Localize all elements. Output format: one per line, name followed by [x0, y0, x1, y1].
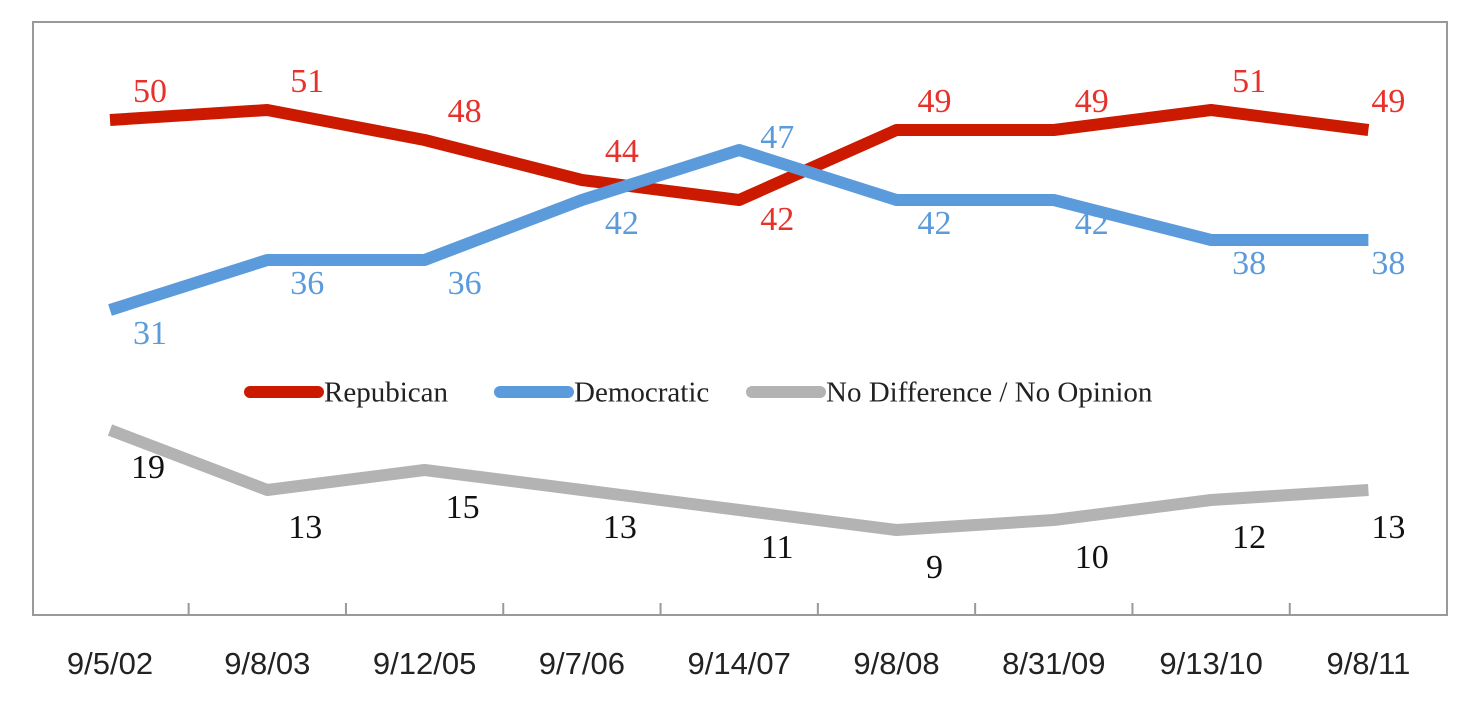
- data-label: 38: [1232, 245, 1266, 282]
- data-label: 42: [1075, 205, 1109, 242]
- data-label: 51: [290, 63, 324, 100]
- x-tick-label: 9/14/07: [687, 646, 790, 681]
- data-label: 44: [605, 133, 639, 170]
- data-label: 9: [926, 549, 943, 586]
- x-tick-label: 9/13/10: [1159, 646, 1262, 681]
- x-tick-label: 9/8/08: [853, 646, 939, 681]
- plot-frame: [32, 21, 1448, 616]
- data-label: 13: [1371, 509, 1405, 546]
- x-tick-label: 9/8/11: [1326, 646, 1410, 681]
- data-label: 38: [1371, 245, 1405, 282]
- x-tick-label: 9/12/05: [373, 646, 476, 681]
- legend-label: Repubican: [324, 377, 449, 409]
- data-label: 49: [918, 83, 952, 120]
- data-label: 36: [290, 265, 324, 302]
- data-label: 31: [133, 315, 167, 352]
- data-label: 10: [1075, 539, 1109, 576]
- data-label: 13: [288, 509, 322, 546]
- data-label: 42: [918, 205, 952, 242]
- data-label: 36: [448, 265, 482, 302]
- x-tick-label: 9/5/02: [67, 646, 153, 681]
- data-label: 42: [605, 205, 639, 242]
- data-label: 51: [1232, 63, 1266, 100]
- data-label: 48: [448, 93, 482, 130]
- data-label: 19: [131, 449, 165, 486]
- legend-label: No Difference / No Opinion: [826, 377, 1153, 409]
- data-label: 11: [761, 529, 794, 566]
- data-label: 12: [1232, 519, 1266, 556]
- data-label: 49: [1371, 83, 1405, 120]
- series-line: [109, 104, 1370, 206]
- legend-label: Democratic: [574, 377, 709, 409]
- x-tick-label: 8/31/09: [1002, 646, 1105, 681]
- data-label: 50: [133, 73, 167, 110]
- data-label: 49: [1075, 83, 1109, 120]
- data-label: 42: [760, 201, 794, 238]
- data-label: 47: [760, 119, 794, 156]
- data-label: 15: [446, 489, 480, 526]
- x-tick-label: 9/7/06: [539, 646, 625, 681]
- data-label: 13: [603, 509, 637, 546]
- x-tick-label: 9/8/03: [224, 646, 310, 681]
- series-line: [107, 424, 1369, 536]
- series-line: [108, 144, 1369, 316]
